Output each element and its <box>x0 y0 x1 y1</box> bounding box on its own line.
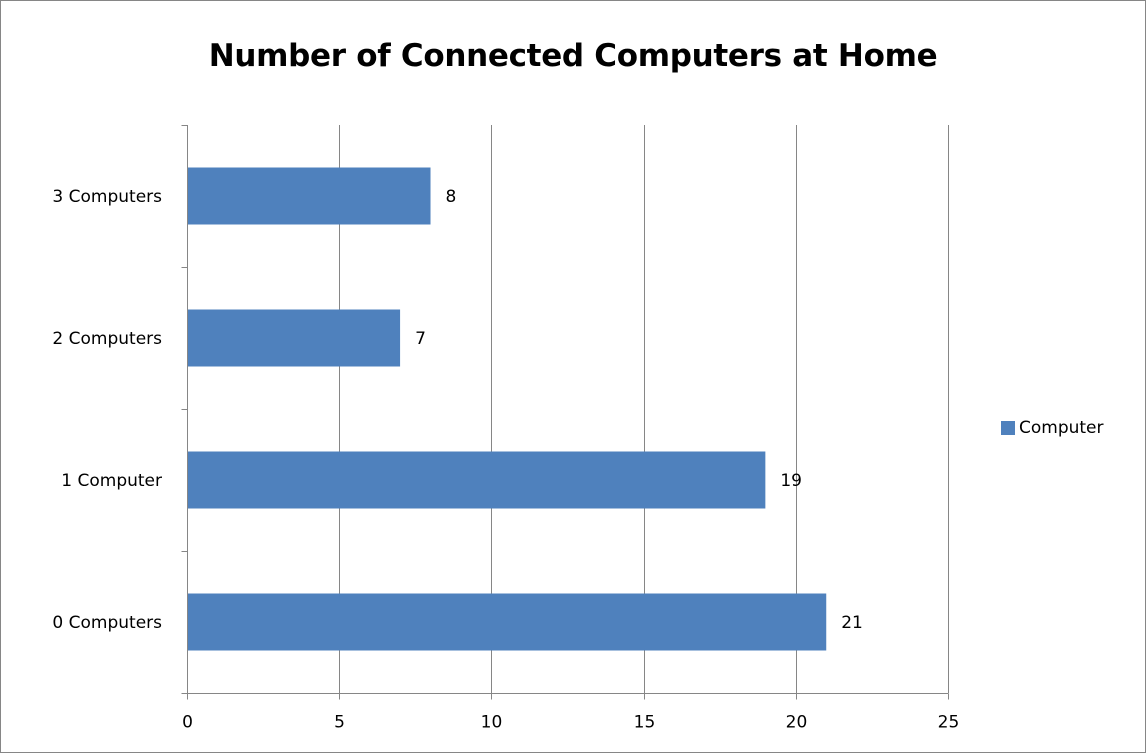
bar <box>188 451 766 509</box>
data-label: 21 <box>841 613 863 633</box>
legend-swatch <box>1001 421 1015 435</box>
x-tick-label: 20 <box>786 713 808 733</box>
x-tick-label: 10 <box>481 713 503 733</box>
legend-label: Computer <box>1019 418 1104 438</box>
legend: Computer <box>1001 418 1104 438</box>
bar <box>188 167 431 225</box>
y-tick-label: 0 Computers <box>52 613 162 633</box>
bar <box>188 309 401 367</box>
x-tick-label: 5 <box>334 713 345 733</box>
bar <box>188 593 827 651</box>
x-tick-label: 25 <box>938 713 960 733</box>
y-tick-label: 1 Computer <box>61 471 162 491</box>
chart-title: Number of Connected Computers at Home <box>208 38 938 74</box>
data-label: 8 <box>446 187 457 207</box>
data-label: 19 <box>780 471 802 491</box>
y-tick-label: 3 Computers <box>52 187 162 207</box>
data-label: 7 <box>415 329 426 349</box>
x-tick-label: 15 <box>634 713 656 733</box>
x-tick-label: 0 <box>182 713 193 733</box>
y-tick-label: 2 Computers <box>52 329 162 349</box>
